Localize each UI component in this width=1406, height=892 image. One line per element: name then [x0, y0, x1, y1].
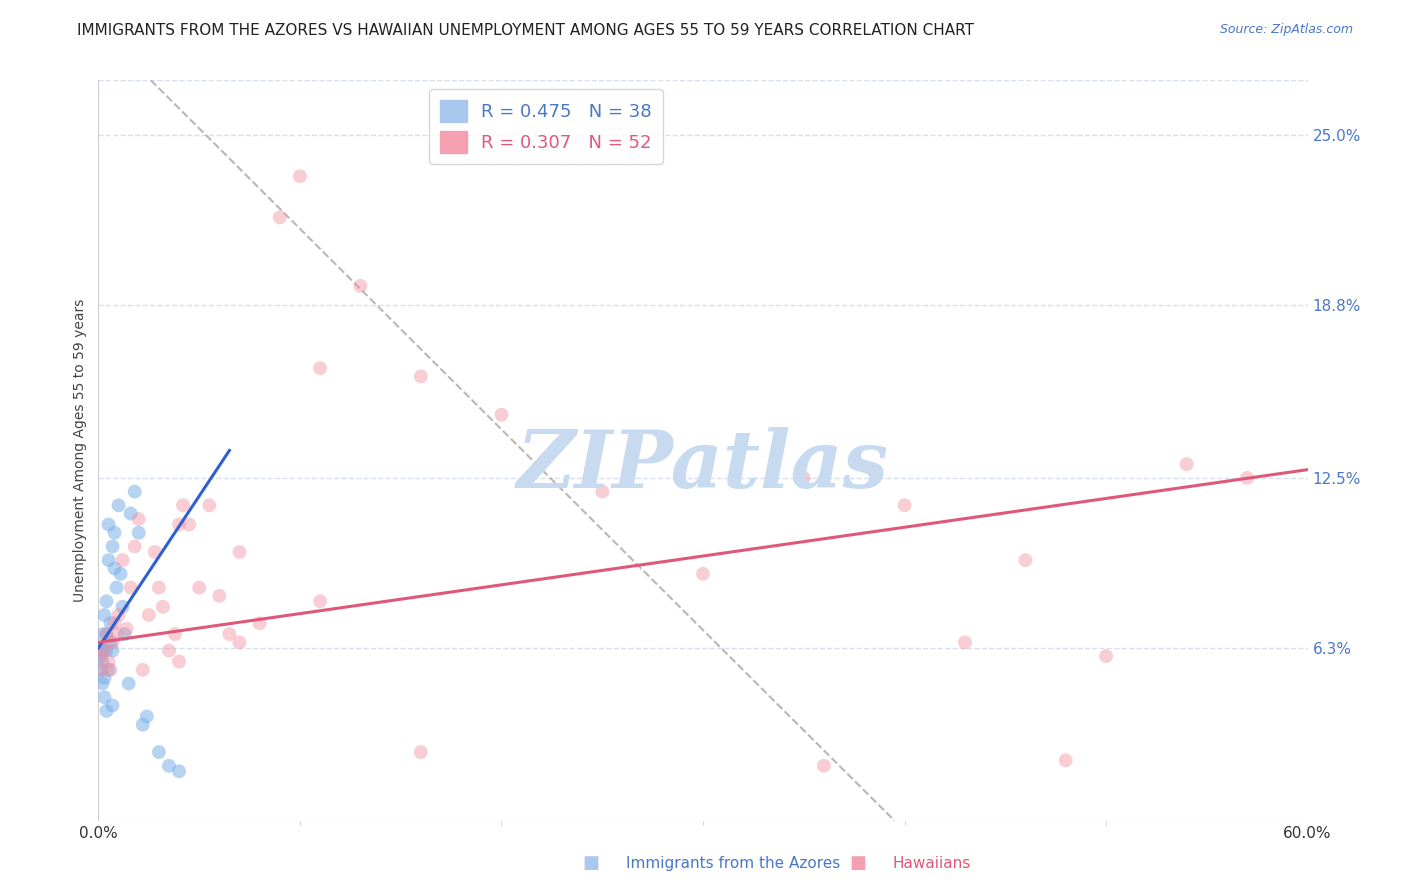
Text: ■: ■: [582, 855, 599, 872]
Point: [107, 607, 129, 622]
Point: [148, 745, 170, 759]
Point: [96, 627, 118, 641]
Y-axis label: Unemployment Among Ages 55 to 59 years: Unemployment Among Ages 55 to 59 years: [73, 299, 87, 602]
Text: ■: ■: [849, 855, 866, 872]
Point: [110, 566, 132, 581]
Point: [198, 498, 221, 512]
Point: [91, 655, 114, 669]
Point: [111, 599, 134, 614]
Point: [288, 169, 311, 184]
Point: [167, 655, 190, 669]
Point: [152, 599, 174, 614]
Point: [692, 566, 714, 581]
Point: [89, 649, 111, 664]
Point: [101, 643, 124, 657]
Point: [1014, 553, 1036, 567]
Point: [138, 607, 160, 622]
Point: [101, 635, 124, 649]
Point: [132, 663, 155, 677]
Point: [124, 484, 146, 499]
Point: [120, 581, 142, 595]
Point: [269, 211, 291, 225]
Point: [157, 759, 180, 773]
Point: [89, 640, 111, 655]
Point: [100, 616, 122, 631]
Point: [97, 517, 120, 532]
Point: [1054, 753, 1077, 767]
Point: [105, 581, 128, 595]
Point: [1236, 471, 1258, 485]
Point: [349, 279, 371, 293]
Point: [218, 627, 240, 641]
Point: [172, 498, 194, 512]
Point: [1175, 457, 1198, 471]
Point: [93, 671, 115, 685]
Point: [97, 553, 120, 567]
Point: [148, 581, 170, 595]
Point: [101, 698, 124, 713]
Text: ZIPatlas: ZIPatlas: [517, 426, 889, 504]
Point: [91, 676, 114, 690]
Point: [93, 690, 115, 705]
Point: [93, 643, 115, 657]
Point: [128, 525, 150, 540]
Point: [309, 361, 332, 376]
Point: [309, 594, 332, 608]
Point: [793, 471, 815, 485]
Point: [179, 517, 201, 532]
Point: [114, 627, 136, 641]
Point: [135, 709, 157, 723]
Point: [100, 635, 122, 649]
Point: [124, 540, 146, 554]
Point: [103, 561, 125, 575]
Point: [103, 525, 125, 540]
Point: [91, 627, 114, 641]
Point: [953, 635, 976, 649]
Point: [97, 655, 120, 669]
Point: [107, 498, 129, 512]
Point: [228, 545, 250, 559]
Text: Source: ZipAtlas.com: Source: ZipAtlas.com: [1219, 23, 1353, 37]
Text: Hawaiians: Hawaiians: [893, 856, 972, 871]
Point: [167, 764, 190, 779]
Text: IMMIGRANTS FROM THE AZORES VS HAWAIIAN UNEMPLOYMENT AMONG AGES 55 TO 59 YEARS CO: IMMIGRANTS FROM THE AZORES VS HAWAIIAN U…: [77, 23, 974, 38]
Point: [96, 643, 118, 657]
Point: [97, 663, 120, 677]
Point: [89, 663, 111, 677]
Legend: R = 0.475   N = 38, R = 0.307   N = 52: R = 0.475 N = 38, R = 0.307 N = 52: [429, 89, 662, 164]
Point: [409, 745, 432, 759]
Point: [105, 627, 128, 641]
Point: [93, 607, 115, 622]
Point: [89, 649, 111, 664]
Point: [591, 484, 613, 499]
Point: [893, 498, 915, 512]
Point: [100, 663, 122, 677]
Point: [111, 553, 134, 567]
Point: [118, 676, 141, 690]
Point: [120, 507, 142, 521]
Point: [228, 635, 250, 649]
Point: [143, 545, 166, 559]
Point: [96, 594, 118, 608]
Text: Immigrants from the Azores: Immigrants from the Azores: [626, 856, 839, 871]
Point: [249, 616, 271, 631]
Point: [409, 369, 432, 384]
Point: [91, 663, 114, 677]
Point: [132, 717, 155, 731]
Point: [208, 589, 231, 603]
Point: [157, 643, 180, 657]
Point: [96, 627, 118, 641]
Point: [101, 540, 124, 554]
Point: [188, 581, 211, 595]
Point: [91, 643, 114, 657]
Point: [167, 517, 190, 532]
Point: [813, 759, 835, 773]
Point: [1095, 649, 1118, 664]
Point: [115, 622, 138, 636]
Point: [96, 704, 118, 718]
Point: [128, 512, 150, 526]
Point: [491, 408, 513, 422]
Point: [103, 616, 125, 631]
Point: [163, 627, 186, 641]
